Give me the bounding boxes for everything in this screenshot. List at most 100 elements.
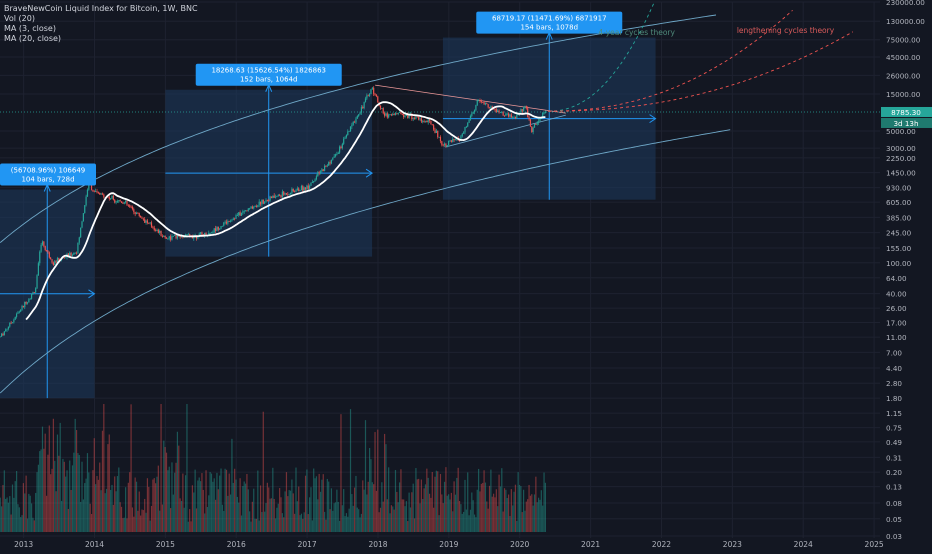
candle-body xyxy=(77,242,79,254)
y-tick-label: 11.00 xyxy=(886,333,907,342)
last-price-label: 8785.30 xyxy=(891,108,921,117)
volume-bar xyxy=(463,511,465,532)
volume-bar xyxy=(153,478,155,532)
volume-bar xyxy=(18,507,20,532)
candle-body xyxy=(298,188,300,192)
volume-bar xyxy=(52,418,54,532)
candle-body xyxy=(482,102,484,103)
volume-bar xyxy=(480,483,482,532)
volume-bar xyxy=(44,433,46,532)
candle-body xyxy=(80,227,82,238)
volume-bar xyxy=(9,496,11,532)
candle-body xyxy=(512,117,514,118)
candle-body xyxy=(82,213,84,222)
candle-body xyxy=(313,181,315,183)
candle-body xyxy=(375,95,378,97)
candle-body xyxy=(339,146,341,153)
candle-body xyxy=(446,145,448,147)
candle-body xyxy=(434,129,436,133)
candle-body xyxy=(229,220,232,222)
candle-body xyxy=(415,116,417,120)
candle-body xyxy=(363,101,365,109)
candle-body xyxy=(508,113,510,117)
volume-bar xyxy=(150,505,153,532)
volume-bar xyxy=(441,494,443,532)
volume-bar xyxy=(253,488,255,532)
candle-body xyxy=(483,102,485,105)
candle-body xyxy=(294,191,296,193)
y-tick-label: 1.80 xyxy=(886,394,902,403)
volume-bar xyxy=(246,474,248,532)
volume-bar xyxy=(137,510,139,532)
candle-body xyxy=(332,157,334,160)
candle-body xyxy=(497,110,499,113)
measure-label-line2: 152 bars, 1064d xyxy=(240,76,298,84)
volume-bar xyxy=(321,479,323,532)
volume-bar xyxy=(478,468,480,532)
candle-body xyxy=(189,234,191,236)
volume-bar xyxy=(100,490,102,532)
volume-bar xyxy=(170,508,172,532)
volume-bar xyxy=(527,499,529,532)
candle-body xyxy=(401,114,403,115)
indicator-ma20[interactable]: MA (20, close) xyxy=(4,34,62,43)
volume-bar xyxy=(264,511,266,532)
volume-bar xyxy=(348,508,350,532)
candle-body xyxy=(261,199,263,205)
candle-body xyxy=(349,126,352,132)
volume-bar xyxy=(3,470,5,532)
volume-bar xyxy=(123,517,125,532)
y-tick-label: 4.40 xyxy=(886,364,902,373)
volume-bar xyxy=(503,488,506,532)
x-tick-label: 2013 xyxy=(14,540,33,549)
candle-body xyxy=(413,118,416,120)
candle-body xyxy=(283,191,285,195)
volume-bar xyxy=(523,489,525,532)
candle-body xyxy=(160,230,162,237)
volume-bar xyxy=(219,475,221,532)
volume-bar xyxy=(306,469,308,532)
candle-body xyxy=(126,201,128,205)
candle-body xyxy=(347,131,349,135)
indicator-ma3[interactable]: MA (3, close) xyxy=(4,24,56,33)
volume-bar xyxy=(265,503,267,532)
volume-bar xyxy=(315,476,318,532)
volume-bar xyxy=(412,483,414,532)
volume-bar xyxy=(171,462,173,532)
candle-body xyxy=(40,244,42,252)
volume-bar xyxy=(144,498,146,532)
candle-body xyxy=(100,193,102,195)
volume-bar xyxy=(311,520,313,532)
candle-body xyxy=(337,152,339,154)
volume-bar xyxy=(174,472,176,532)
candle-body xyxy=(509,114,511,117)
candle-body xyxy=(209,232,211,234)
volume-bar xyxy=(32,517,34,532)
label-4yr-theory: 4-year cycles theory xyxy=(598,28,675,37)
candle-body xyxy=(362,107,364,109)
candle-body xyxy=(302,185,304,191)
indicator-volume[interactable]: Vol (20) xyxy=(4,14,35,23)
volume-bar xyxy=(89,503,91,532)
candle-body xyxy=(495,109,497,113)
volume-bar xyxy=(329,509,331,532)
volume-bar xyxy=(234,468,236,532)
measure-label-box xyxy=(476,11,623,34)
volume-bar xyxy=(33,520,35,532)
volume-bar xyxy=(65,476,67,532)
candle-body xyxy=(74,252,76,254)
candle-body xyxy=(532,127,534,133)
volume-bar xyxy=(103,404,105,532)
candle-body xyxy=(326,165,328,167)
volume-bar xyxy=(427,477,429,532)
candle-body xyxy=(377,96,379,103)
candle-body xyxy=(430,120,432,125)
candle-body xyxy=(307,185,309,189)
volume-bar xyxy=(472,500,474,532)
candle-body xyxy=(253,206,255,209)
volume-bar xyxy=(379,507,382,532)
volume-bar xyxy=(37,464,39,532)
volume-bar xyxy=(373,484,375,532)
volume-bar xyxy=(356,507,358,532)
